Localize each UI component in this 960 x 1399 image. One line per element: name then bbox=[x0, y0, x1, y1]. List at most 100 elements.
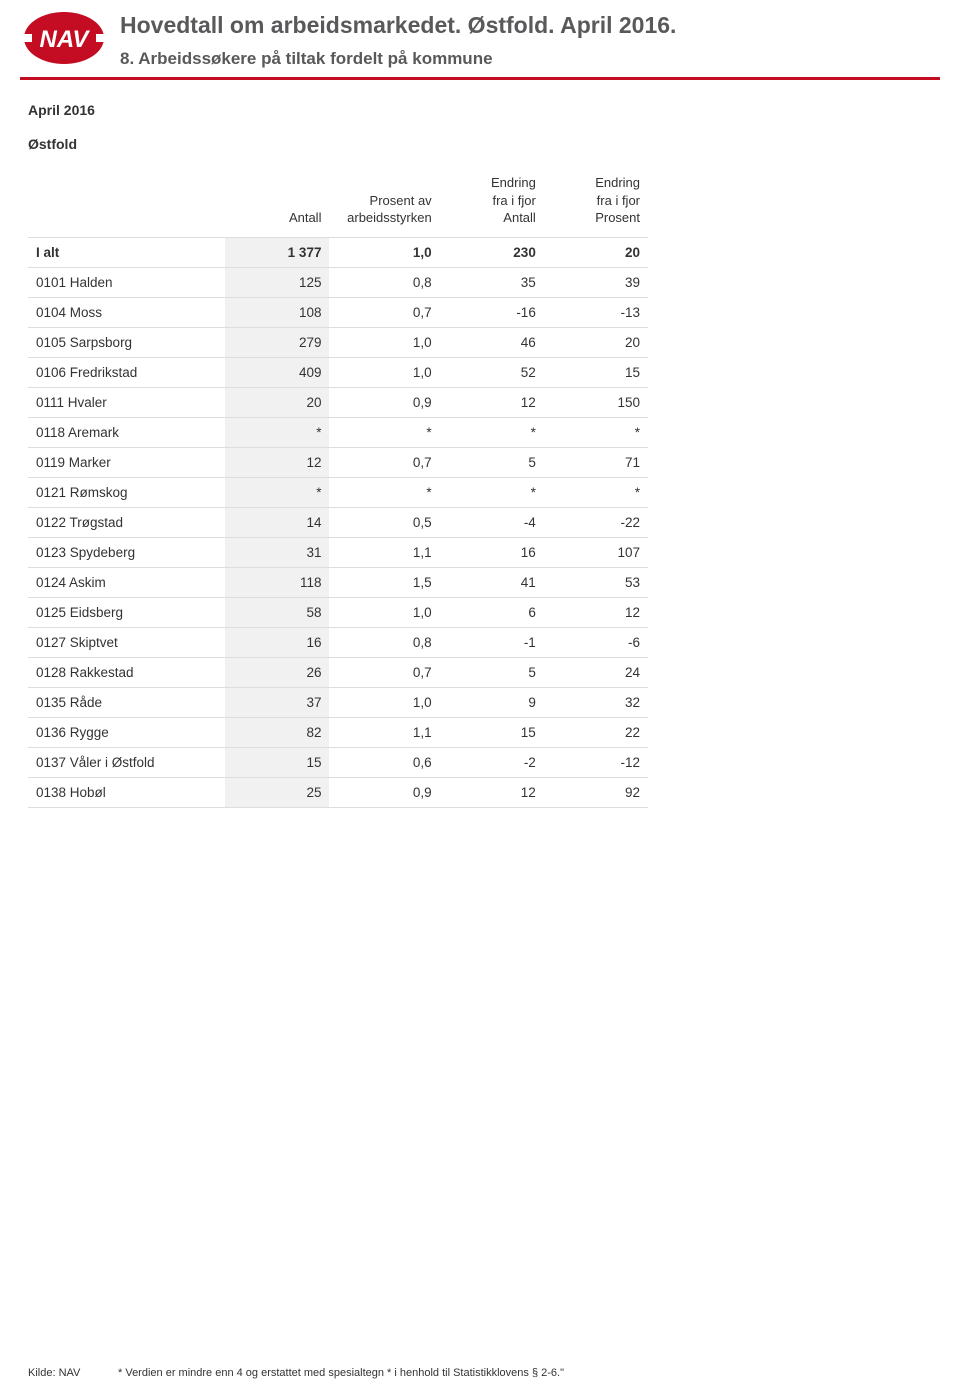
cell-endr-prosent: -22 bbox=[544, 507, 648, 537]
table-row: 0135 Råde371,0932 bbox=[28, 687, 648, 717]
cell-prosent: 0,8 bbox=[329, 267, 439, 297]
cell-endr-antall: 35 bbox=[440, 267, 544, 297]
cell-endr-antall: 15 bbox=[440, 717, 544, 747]
cell-antall: 14 bbox=[225, 507, 329, 537]
cell-endr-prosent: 22 bbox=[544, 717, 648, 747]
cell-prosent: 0,7 bbox=[329, 297, 439, 327]
cell-prosent: 1,0 bbox=[329, 597, 439, 627]
meta-block: April 2016 Østfold bbox=[0, 80, 960, 152]
cell-prosent: 1,1 bbox=[329, 717, 439, 747]
cell-antall: 409 bbox=[225, 357, 329, 387]
cell-prosent: 0,6 bbox=[329, 747, 439, 777]
cell-endr-prosent: 24 bbox=[544, 657, 648, 687]
cell-prosent: 1,5 bbox=[329, 567, 439, 597]
page-footer: Kilde: NAV * Verdien er mindre enn 4 og … bbox=[28, 1367, 932, 1379]
cell-label: 0122 Trøgstad bbox=[28, 507, 225, 537]
cell-endr-antall: 5 bbox=[440, 447, 544, 477]
cell-antall: 82 bbox=[225, 717, 329, 747]
cell-endr-prosent: -12 bbox=[544, 747, 648, 777]
cell-label: 0106 Fredrikstad bbox=[28, 357, 225, 387]
cell-prosent: 0,5 bbox=[329, 507, 439, 537]
table-row: 0101 Halden1250,83539 bbox=[28, 267, 648, 297]
cell-endr-prosent: 150 bbox=[544, 387, 648, 417]
cell-label: 0128 Rakkestad bbox=[28, 657, 225, 687]
cell-label: I alt bbox=[28, 237, 225, 267]
table-header-row: Antall Prosent av arbeidsstyrken Endring… bbox=[28, 170, 648, 237]
cell-label: 0123 Spydeberg bbox=[28, 537, 225, 567]
cell-prosent: 0,8 bbox=[329, 627, 439, 657]
cell-label: 0136 Rygge bbox=[28, 717, 225, 747]
table-row: 0124 Askim1181,54153 bbox=[28, 567, 648, 597]
table-row: 0125 Eidsberg581,0612 bbox=[28, 597, 648, 627]
cell-antall: 279 bbox=[225, 327, 329, 357]
cell-endr-antall: -1 bbox=[440, 627, 544, 657]
cell-endr-antall: 41 bbox=[440, 567, 544, 597]
data-table: Antall Prosent av arbeidsstyrken Endring… bbox=[28, 170, 648, 808]
cell-label: 0105 Sarpsborg bbox=[28, 327, 225, 357]
footer-source: Kilde: NAV bbox=[28, 1367, 118, 1379]
cell-endr-prosent: 71 bbox=[544, 447, 648, 477]
cell-endr-prosent: 20 bbox=[544, 327, 648, 357]
cell-endr-prosent: -6 bbox=[544, 627, 648, 657]
period-label: April 2016 bbox=[28, 102, 960, 118]
cell-antall: 25 bbox=[225, 777, 329, 807]
cell-antall: 1 377 bbox=[225, 237, 329, 267]
cell-endr-antall: -2 bbox=[440, 747, 544, 777]
cell-label: 0118 Aremark bbox=[28, 417, 225, 447]
cell-prosent: 1,0 bbox=[329, 237, 439, 267]
cell-prosent: 0,9 bbox=[329, 387, 439, 417]
col-header-endring-prosent: Endring fra i fjor Prosent bbox=[544, 170, 648, 237]
cell-endr-antall: 12 bbox=[440, 387, 544, 417]
col-header-prosent: Prosent av arbeidsstyrken bbox=[329, 170, 439, 237]
table-row: 0136 Rygge821,11522 bbox=[28, 717, 648, 747]
cell-prosent: 0,7 bbox=[329, 657, 439, 687]
cell-endr-antall: 9 bbox=[440, 687, 544, 717]
cell-endr-antall: * bbox=[440, 477, 544, 507]
page-header: NAV Hovedtall om arbeidsmarkedet. Østfol… bbox=[0, 0, 960, 80]
cell-label: 0121 Rømskog bbox=[28, 477, 225, 507]
cell-antall: * bbox=[225, 417, 329, 447]
cell-prosent: 1,1 bbox=[329, 537, 439, 567]
cell-endr-antall: -16 bbox=[440, 297, 544, 327]
table-row: 0137 Våler i Østfold150,6-2-12 bbox=[28, 747, 648, 777]
cell-antall: 12 bbox=[225, 447, 329, 477]
cell-endr-prosent: 32 bbox=[544, 687, 648, 717]
table-row: 0119 Marker120,7571 bbox=[28, 447, 648, 477]
cell-endr-prosent: 20 bbox=[544, 237, 648, 267]
cell-prosent: 1,0 bbox=[329, 687, 439, 717]
footer-note: * Verdien er mindre enn 4 og erstattet m… bbox=[118, 1367, 564, 1379]
cell-endr-prosent: 12 bbox=[544, 597, 648, 627]
cell-endr-antall: 6 bbox=[440, 597, 544, 627]
cell-antall: 15 bbox=[225, 747, 329, 777]
cell-label: 0127 Skiptvet bbox=[28, 627, 225, 657]
cell-label: 0104 Moss bbox=[28, 297, 225, 327]
cell-endr-antall: * bbox=[440, 417, 544, 447]
cell-prosent: 0,7 bbox=[329, 447, 439, 477]
cell-endr-antall: 5 bbox=[440, 657, 544, 687]
cell-endr-prosent: 107 bbox=[544, 537, 648, 567]
cell-antall: 31 bbox=[225, 537, 329, 567]
table-row: 0128 Rakkestad260,7524 bbox=[28, 657, 648, 687]
cell-prosent: * bbox=[329, 477, 439, 507]
cell-endr-antall: 52 bbox=[440, 357, 544, 387]
cell-label: 0119 Marker bbox=[28, 447, 225, 477]
table-row: 0104 Moss1080,7-16-13 bbox=[28, 297, 648, 327]
cell-endr-prosent: 92 bbox=[544, 777, 648, 807]
col-header-label bbox=[28, 170, 225, 237]
table-row-total: I alt 1 377 1,0 230 20 bbox=[28, 237, 648, 267]
region-label: Østfold bbox=[28, 136, 960, 152]
cell-endr-prosent: * bbox=[544, 477, 648, 507]
cell-endr-antall: 16 bbox=[440, 537, 544, 567]
cell-label: 0111 Hvaler bbox=[28, 387, 225, 417]
cell-label: 0138 Hobøl bbox=[28, 777, 225, 807]
table-row: 0111 Hvaler200,912150 bbox=[28, 387, 648, 417]
cell-endr-antall: 12 bbox=[440, 777, 544, 807]
svg-text:NAV: NAV bbox=[40, 26, 91, 53]
cell-antall: 108 bbox=[225, 297, 329, 327]
cell-label: 0125 Eidsberg bbox=[28, 597, 225, 627]
cell-antall: 20 bbox=[225, 387, 329, 417]
cell-label: 0137 Våler i Østfold bbox=[28, 747, 225, 777]
col-header-endring-antall: Endring fra i fjor Antall bbox=[440, 170, 544, 237]
cell-endr-prosent: 53 bbox=[544, 567, 648, 597]
cell-endr-prosent: -13 bbox=[544, 297, 648, 327]
